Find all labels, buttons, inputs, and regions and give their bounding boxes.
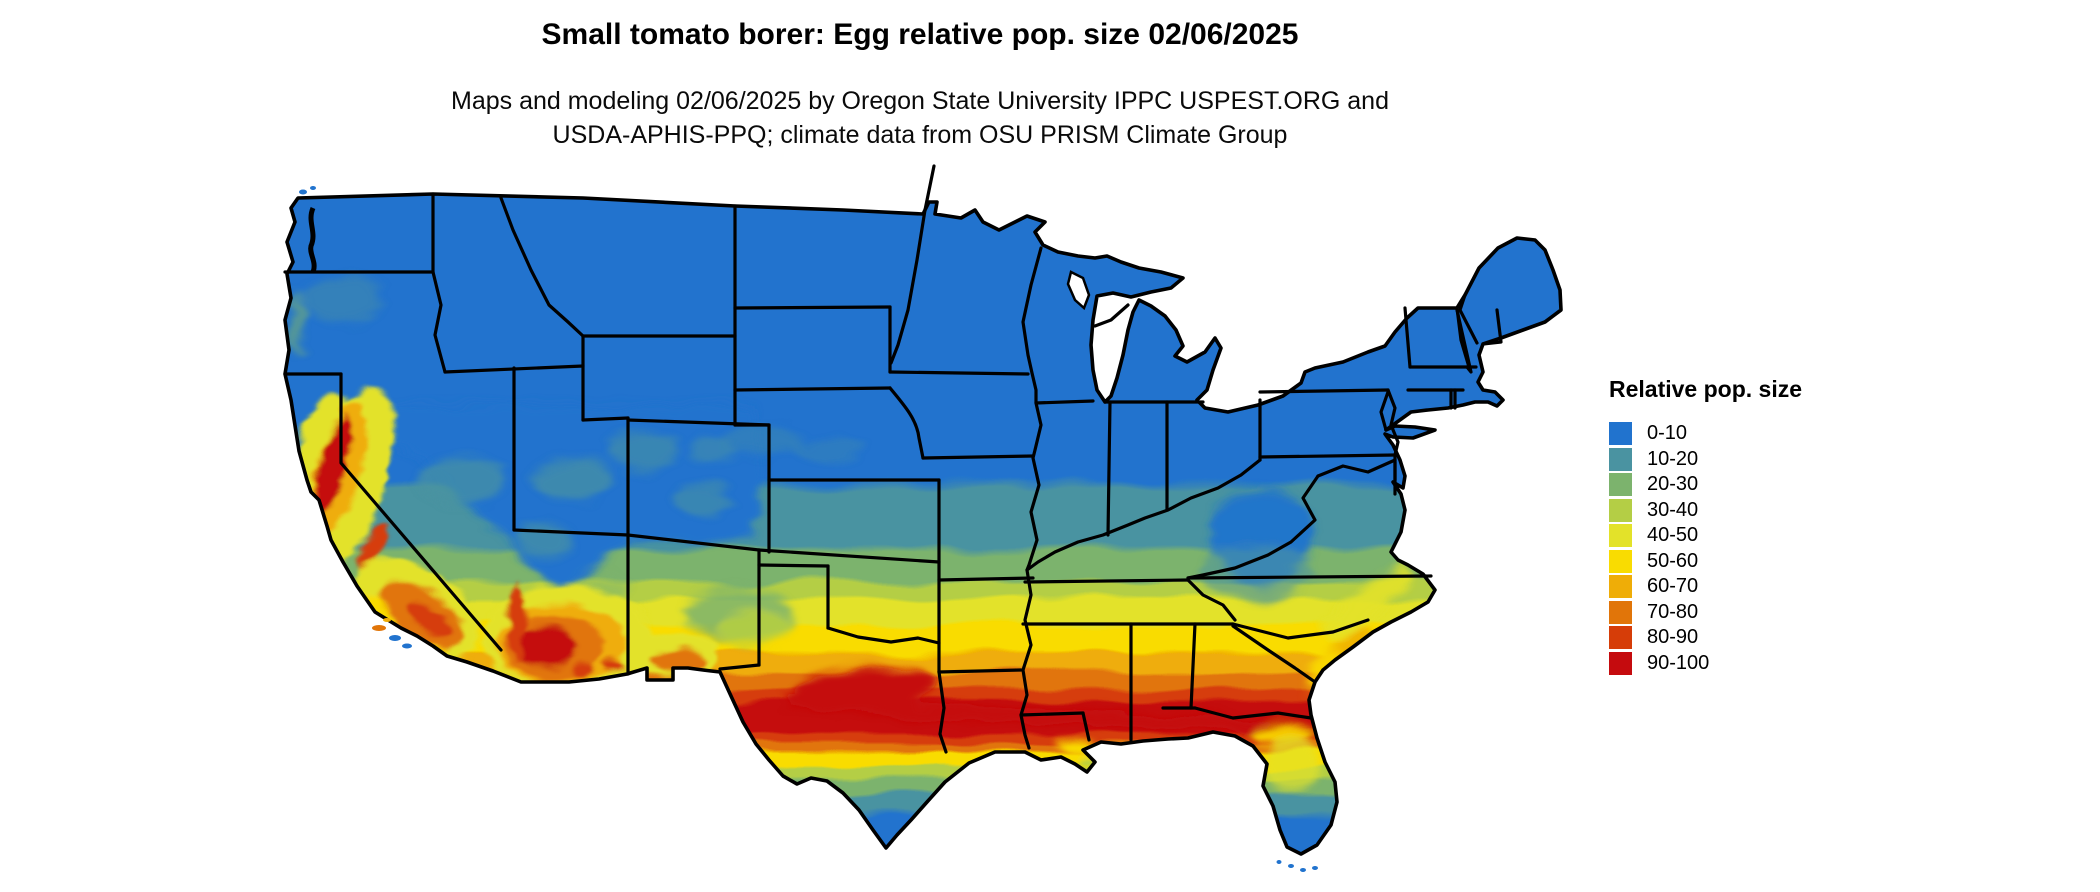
- legend-label: 10-20: [1647, 447, 1699, 470]
- legend-label: 30-40: [1647, 498, 1699, 521]
- legend-item: 20-30: [1609, 473, 1802, 496]
- legend-swatch: [1609, 549, 1632, 573]
- population-raster: [285, 194, 1561, 854]
- legend-label: 70-80: [1647, 600, 1699, 623]
- legend-item: 0-10: [1609, 422, 1802, 445]
- legend-item: 10-20: [1609, 447, 1802, 471]
- legend-label: 20-30: [1647, 473, 1699, 495]
- legend-swatch: [1609, 524, 1632, 547]
- legend-label: 80-90: [1647, 626, 1699, 648]
- legend-item: 70-80: [1609, 600, 1802, 624]
- credits-line-2: USDA-APHIS-PPQ; climate data from OSU PR…: [552, 121, 1288, 149]
- legend-label: 60-70: [1647, 575, 1699, 597]
- state-borders: [283, 164, 1503, 754]
- credits-line-1: Maps and modeling 02/06/2025 by Oregon S…: [451, 87, 1389, 115]
- legend-swatch: [1609, 626, 1632, 649]
- gulf-red-band: [783, 667, 1319, 793]
- legend-swatch: [1609, 600, 1632, 624]
- legend-swatch: [1609, 473, 1632, 496]
- legend-swatch: [1609, 447, 1632, 471]
- legend-item: 30-40: [1609, 498, 1802, 522]
- page-title: Small tomato borer: Egg relative pop. si…: [541, 18, 1299, 51]
- legend-label: 50-60: [1647, 549, 1699, 572]
- green-bay: [1066, 270, 1091, 311]
- legend-label: 40-50: [1647, 524, 1699, 546]
- legend-swatch: [1609, 651, 1632, 675]
- legend-item: 80-90: [1609, 626, 1802, 649]
- legend-item: 50-60: [1609, 549, 1802, 573]
- puget-sound: [308, 207, 317, 273]
- legend: Relative pop. size 0-10 10-20 20-30 30-4…: [1609, 376, 1802, 677]
- latitude-bands: [285, 194, 1561, 854]
- us-map: [283, 164, 1563, 872]
- legend-item: 60-70: [1609, 575, 1802, 598]
- legend-swatch: [1609, 575, 1632, 598]
- legend-swatch: [1609, 498, 1632, 522]
- arizona-hotspot: [483, 584, 718, 695]
- islands: [299, 186, 1318, 872]
- legend-swatch: [1609, 422, 1632, 445]
- legend-label: 0-10: [1647, 422, 1688, 444]
- map-credits: Maps and modeling 02/06/2025 by Oregon S…: [451, 84, 1389, 152]
- legend-item: 40-50: [1609, 524, 1802, 547]
- legend-items: 0-10 10-20 20-30 30-40 40-50 50-60 60-70: [1609, 422, 1802, 675]
- legend-item: 90-100: [1609, 651, 1802, 675]
- legend-title: Relative pop. size: [1609, 376, 1803, 402]
- legend-label: 90-100: [1647, 651, 1710, 674]
